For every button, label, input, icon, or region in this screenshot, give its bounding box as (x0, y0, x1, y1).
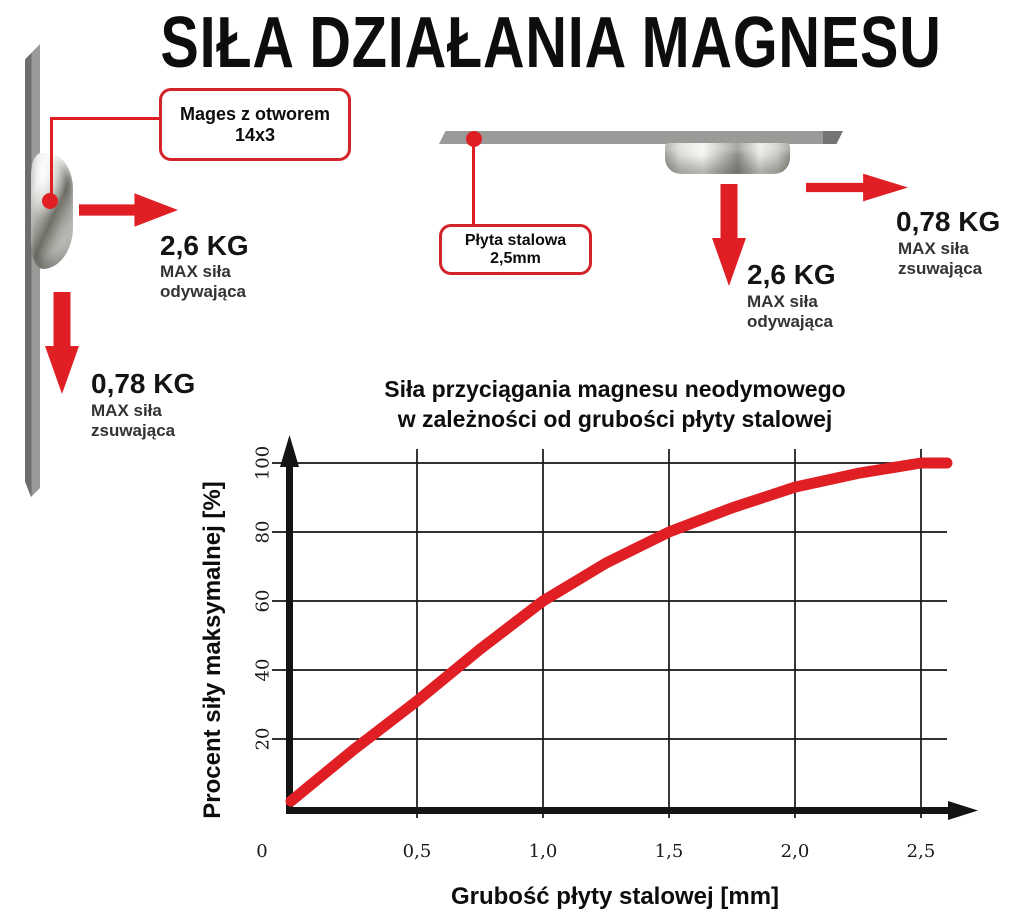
pull-force-value: 2,6 KG (747, 259, 836, 290)
y-tick-label: 80 (252, 520, 274, 544)
chart-title-line1: Siła przyciągania magnesu neodymowego (384, 376, 846, 402)
chart-title-line2: w zależności od grubości płyty stalowej (397, 405, 833, 432)
x-axis-label: Grubość płyty stalowej [mm] (450, 883, 780, 910)
pull-caption-line2: odywająca (747, 312, 833, 332)
slide-caption-line2: zsuwająca (898, 259, 983, 279)
callout-connector-horizontal (50, 117, 162, 120)
x-tick-label: 0,5 (402, 841, 432, 862)
pull-force-caption: MAX siła odywająca (160, 262, 246, 302)
x-tick-label: 0 (256, 841, 268, 862)
steel-plate-horizontal (439, 131, 843, 144)
slide-caption-line1: MAX siła (898, 239, 969, 258)
callout-connector-vertical (472, 139, 475, 225)
pull-caption-line1: MAX siła (747, 292, 818, 311)
y-axis-label: Procent siły maksymalnej [%] (199, 481, 226, 819)
callout-connector-vertical (50, 117, 53, 203)
pull-force-arrow-icon (79, 193, 178, 227)
pull-force-value: 2,6 KG (160, 230, 249, 261)
slide-caption-line2: zsuwająca (91, 421, 176, 441)
anchor-dot (42, 193, 58, 209)
slide-caption-line1: MAX siła (91, 401, 162, 420)
y-tick-label: 60 (252, 589, 274, 613)
pull-force-arrow-icon (712, 184, 746, 286)
x-tick-label: 2,0 (780, 841, 810, 862)
x-tick-label: 1,0 (528, 841, 558, 862)
pull-force-caption: MAX siła odywająca (747, 292, 833, 332)
y-tick-label: 40 (252, 658, 274, 682)
x-tick-label: 1,5 (654, 841, 684, 862)
magnet-bottom-view (665, 143, 790, 174)
magnet-callout: Mages z otworem 14x3 (159, 88, 351, 161)
pull-caption-line1: MAX siła (160, 262, 231, 281)
steel-plate-vertical (25, 44, 40, 497)
plate-callout: Płyta stalowa 2,5mm (439, 224, 592, 275)
plate-callout-label: Płyta stalowa 2,5mm (464, 231, 567, 267)
slide-force-caption: MAX siła zsuwająca (91, 401, 175, 441)
slide-force-value: 0,78 KG (896, 206, 1001, 237)
magnet-callout-label: Mages z otworem 14x3 (179, 103, 331, 145)
slide-force-arrow-icon (45, 292, 79, 394)
y-tick-label: 100 (252, 445, 274, 481)
page-title: SIŁA DZIAŁANIA MAGNESU (160, 3, 942, 83)
pull-caption-line2: odywająca (160, 282, 246, 302)
slide-force-arrow-icon (806, 173, 908, 202)
x-tick-label: 2,5 (906, 841, 936, 862)
chart-title: Siła przyciągania magnesu neodymowego w … (300, 375, 930, 435)
slide-force-caption: MAX siła zsuwająca (898, 239, 982, 279)
slide-force-value: 0,78 KG (91, 368, 196, 399)
y-tick-label: 20 (252, 727, 274, 751)
